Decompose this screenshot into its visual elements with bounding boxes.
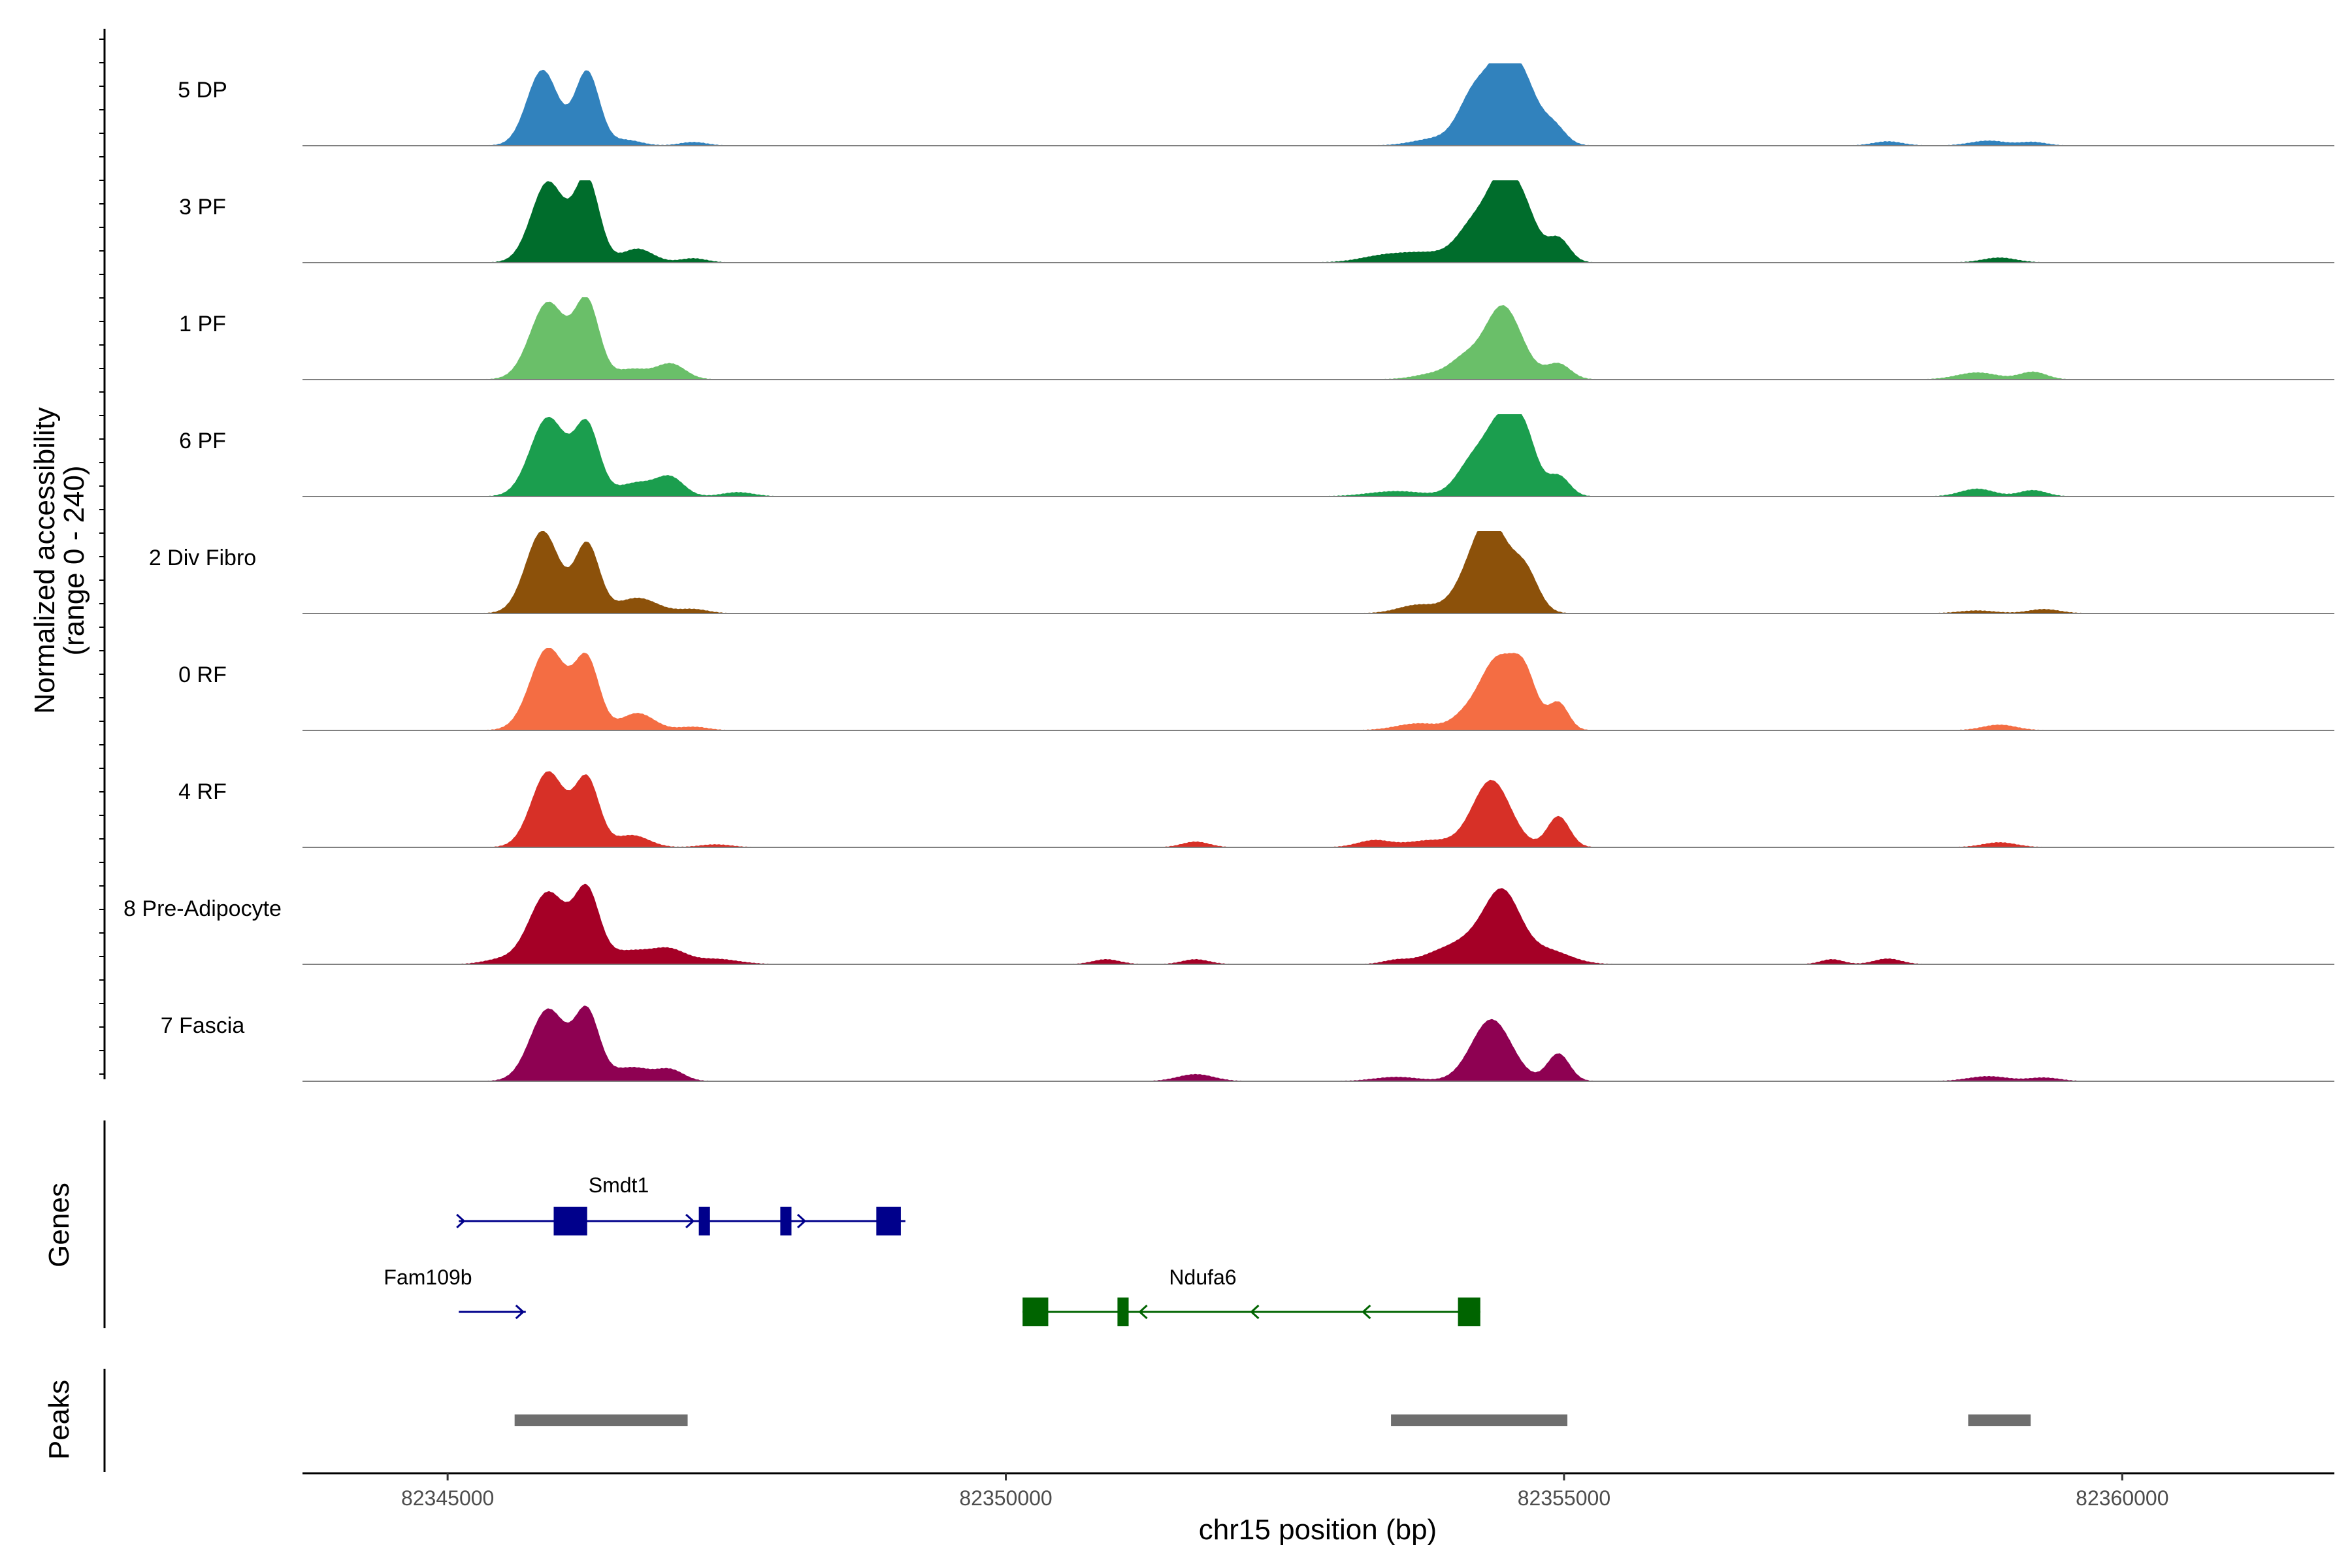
strand-arrow (1138, 1304, 1148, 1320)
track-label: 5 DP (178, 78, 227, 103)
exon (1117, 1298, 1129, 1326)
coverage-area (302, 771, 2334, 847)
coverage-area (302, 648, 2334, 730)
track-label: 0 RF (178, 662, 227, 687)
gene-annotations: Smdt1 Fam109b Ndufa6 (384, 1173, 1480, 1326)
genes-label: Genes (43, 1183, 75, 1267)
x-tick-label: 82360000 (2076, 1486, 2168, 1510)
track-2: 3 PF (179, 180, 2334, 263)
strand-arrow (456, 1213, 466, 1229)
track-label: 8 Pre-Adipocyte (123, 896, 282, 921)
coverage-area (302, 531, 2334, 613)
coverage-area (302, 180, 2334, 263)
x-tick-label: 82345000 (401, 1486, 494, 1510)
coverage-area (302, 1005, 2334, 1081)
gene-label: Ndufa6 (1169, 1266, 1236, 1289)
gene-fam109b: Fam109b (384, 1266, 526, 1320)
track-label: 3 PF (179, 195, 226, 220)
gene-smdt1: Smdt1 (456, 1173, 906, 1235)
peak-region (514, 1414, 688, 1426)
track-9: 7 Fascia (161, 1005, 2334, 1082)
peaks-label: Peaks (43, 1380, 75, 1460)
coverage-area (302, 63, 2334, 146)
strand-arrow (1362, 1304, 1371, 1320)
track-6: 0 RF (178, 648, 2334, 731)
track-4: 6 PF (179, 414, 2334, 497)
coverage-y-ticks (99, 39, 105, 1075)
coverage-area (302, 883, 2334, 964)
exon (876, 1207, 901, 1235)
y-axis-title: Normalized accessibility (29, 407, 61, 713)
exon (1458, 1298, 1480, 1326)
exon (1022, 1298, 1049, 1326)
track-5: 2 Div Fibro (149, 531, 2334, 614)
track-3: 1 PF (179, 297, 2334, 380)
exon (698, 1207, 710, 1235)
strand-arrow (1250, 1304, 1260, 1320)
coverage-area (302, 414, 2334, 497)
track-label: 2 Div Fibro (149, 546, 256, 570)
exon (780, 1207, 792, 1235)
gene-ndufa6: Ndufa6 (1022, 1266, 1480, 1326)
track-label: 6 PF (179, 429, 226, 453)
gene-label: Fam109b (384, 1266, 472, 1289)
track-label: 4 RF (178, 779, 227, 804)
gene-label: Smdt1 (589, 1173, 649, 1197)
track-7: 4 RF (178, 771, 2334, 848)
strand-arrow (796, 1213, 807, 1229)
peak-region (1968, 1414, 2031, 1426)
x-tick-label: 82355000 (1518, 1486, 1610, 1510)
peak-regions (514, 1414, 2031, 1426)
track-8: 8 Pre-Adipocyte (123, 883, 2334, 965)
strand-arrow (515, 1304, 525, 1320)
track-label: 1 PF (179, 312, 226, 336)
x-axis-title: chr15 position (bp) (1199, 1514, 1437, 1546)
x-tick-label: 82350000 (959, 1486, 1052, 1510)
exon (553, 1207, 587, 1235)
strand-arrow (685, 1213, 695, 1229)
coverage-area (302, 297, 2334, 380)
track-1: 5 DP (178, 63, 2334, 146)
x-axis-ticks: 82345000 82350000 82355000 82360000 (401, 1473, 2169, 1510)
accessibility-tracks: 5 DP 3 PF 1 PF 6 PF 2 Div Fibro 0 RF 4 RF 8 Pre… (123, 63, 2334, 1082)
y-axis-range: (range 0 - 240) (58, 465, 90, 655)
peak-region (1391, 1414, 1568, 1426)
track-label: 7 Fascia (161, 1013, 245, 1038)
